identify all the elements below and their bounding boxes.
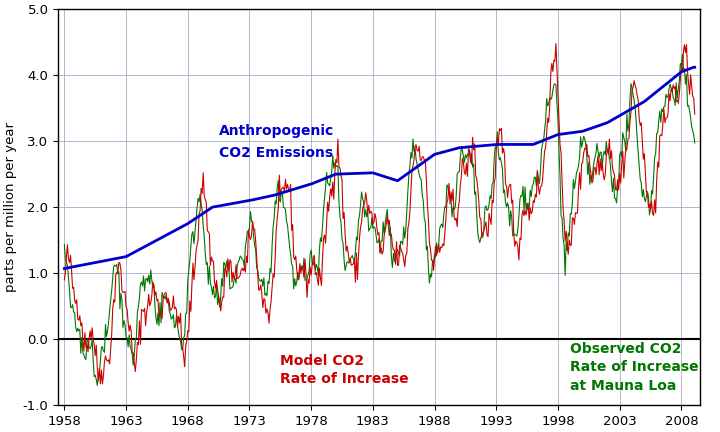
Text: at Mauna Loa: at Mauna Loa	[570, 379, 677, 393]
Text: Rate of Increase: Rate of Increase	[280, 372, 409, 386]
Text: Rate of Increase: Rate of Increase	[570, 360, 699, 374]
Text: Observed CO2: Observed CO2	[570, 343, 682, 356]
Text: Model CO2: Model CO2	[280, 354, 364, 368]
Text: Anthropogenic: Anthropogenic	[219, 124, 334, 138]
Text: CO2 Emissions: CO2 Emissions	[219, 146, 333, 160]
Y-axis label: parts per million per year: parts per million per year	[4, 122, 17, 292]
